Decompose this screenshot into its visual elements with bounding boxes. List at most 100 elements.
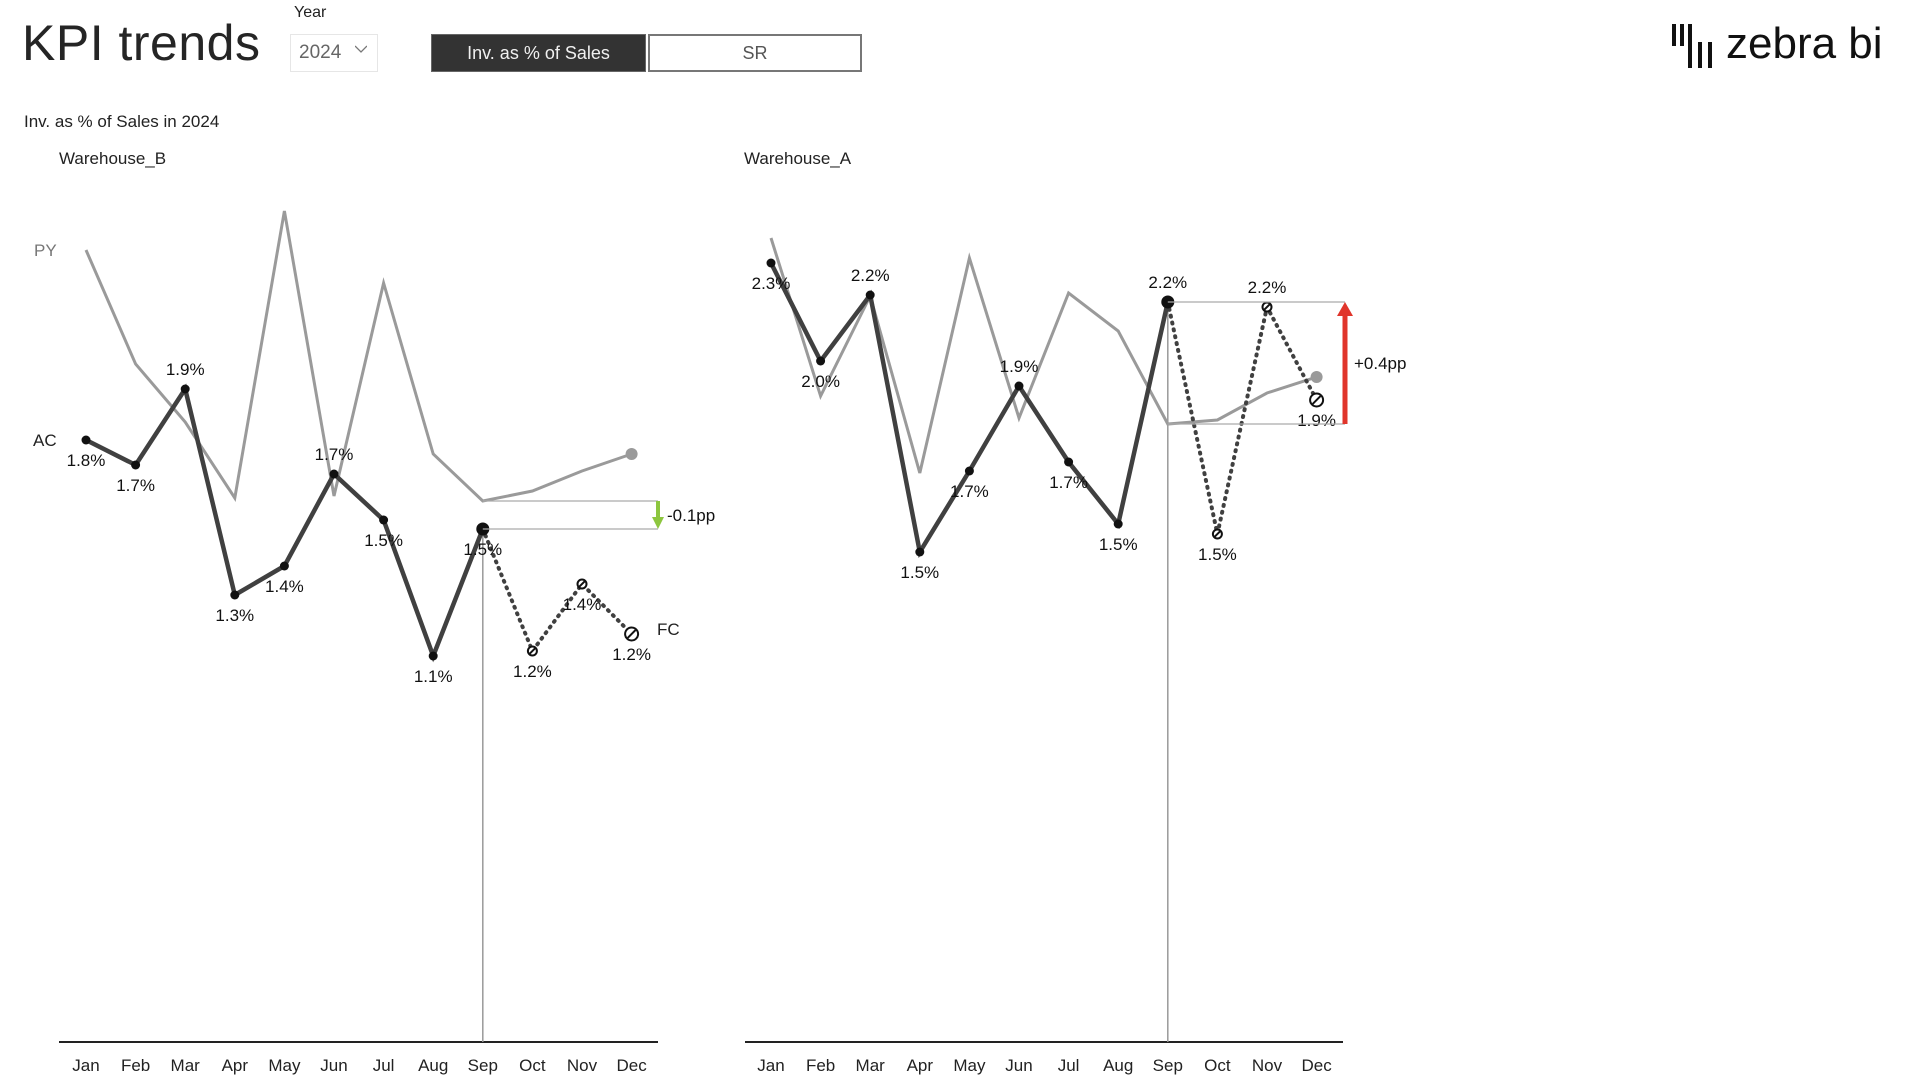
data-label: 1.5% (1099, 535, 1138, 554)
ac-marker (816, 356, 826, 366)
chevron-down-icon (355, 45, 367, 53)
year-filter-label: Year (294, 4, 327, 21)
variance-label: -0.1pp (667, 506, 715, 525)
chart-title: Inv. as % of Sales in 2024 (24, 112, 220, 131)
logo-text: zebra bi (1726, 19, 1883, 68)
x-tick-label: Dec (1301, 1056, 1332, 1075)
x-tick-label: Jul (373, 1056, 395, 1075)
data-label: 1.9% (166, 360, 205, 379)
year-dropdown[interactable]: 2024 (290, 34, 378, 72)
chart-title-warehouse-b: Warehouse_B (59, 149, 167, 168)
x-tick-label: Oct (1204, 1056, 1231, 1075)
data-label: 1.4% (563, 595, 602, 614)
chart-warehouse-b: Jan Feb Mar Apr May Jun Jul Aug Sep Oct Nov Dec 1.8%… (33, 210, 715, 1075)
data-label: 2.2% (1148, 273, 1187, 292)
variance-label: +0.4pp (1354, 354, 1406, 373)
ac-marker (915, 547, 925, 557)
data-label: 1.7% (116, 476, 155, 495)
x-tick-label: Aug (1103, 1056, 1133, 1075)
data-label: 2.0% (801, 372, 840, 391)
ac-marker (964, 466, 974, 476)
legend-fc: FC (657, 620, 680, 639)
data-label: 1.8% (67, 451, 106, 470)
ac-line (84, 383, 485, 663)
x-tick-label: May (953, 1056, 986, 1075)
x-tick-label: Aug (418, 1056, 448, 1075)
data-label: 1.2% (612, 645, 651, 664)
fc-marker-hatch (1263, 303, 1271, 311)
x-tick-label: Jun (1005, 1056, 1032, 1075)
ac-marker (131, 460, 141, 470)
py-line (769, 237, 1318, 474)
x-tick-label: Sep (1153, 1056, 1183, 1075)
page-title: KPI trends (22, 15, 261, 71)
chart-warehouse-a: Jan Feb Mar Apr May Jun Jul Aug Sep Oct Nov Dec 2.3%… (745, 237, 1406, 1075)
ac-marker (1113, 519, 1123, 529)
x-tick-label: Mar (856, 1056, 886, 1075)
fc-marker-hatch (1311, 395, 1322, 405)
ac-marker (180, 384, 190, 394)
ac-line (768, 261, 1170, 559)
data-label: 1.7% (1049, 473, 1088, 492)
kpi-button-inv-sales[interactable]: Inv. as % of Sales (431, 34, 646, 72)
ac-marker (279, 561, 289, 571)
zebra-bars-icon (1672, 24, 1712, 68)
data-label: 1.5% (900, 563, 939, 582)
data-label: 2.3% (752, 274, 791, 293)
data-label: 1.1% (414, 667, 453, 686)
data-label: 1.9% (1000, 357, 1039, 376)
zebra-bi-logo: zebra bi (1672, 18, 1883, 70)
legend-py: PY (34, 241, 57, 260)
data-label: 1.4% (265, 577, 304, 596)
x-tick-label: Nov (567, 1056, 598, 1075)
x-tick-label: Mar (171, 1056, 201, 1075)
chart-title-warehouse-a: Warehouse_A (744, 149, 852, 168)
ac-marker (865, 290, 875, 300)
data-label: 1.7% (950, 482, 989, 501)
py-end-marker (1310, 371, 1323, 383)
arrow-up-icon (1337, 302, 1353, 316)
x-tick-label: Jun (320, 1056, 347, 1075)
ac-marker (230, 590, 240, 600)
fc-marker-hatch (578, 580, 586, 588)
ac-marker (428, 651, 438, 661)
fc-line (1165, 300, 1319, 535)
fc-marker-hatch (626, 629, 637, 639)
x-tick-label: Jul (1058, 1056, 1080, 1075)
fc-line (480, 527, 634, 656)
data-label: 2.2% (851, 266, 890, 285)
arrow-down-icon (652, 517, 664, 529)
year-dropdown-value: 2024 (299, 42, 342, 63)
py-line (84, 210, 633, 503)
data-label: 1.9% (1297, 411, 1336, 430)
x-tick-label: Apr (907, 1056, 934, 1075)
x-tick-label: Feb (806, 1056, 835, 1075)
data-label: 1.2% (513, 662, 552, 681)
data-label: 1.5% (364, 531, 403, 550)
x-tick-label: Jan (72, 1056, 99, 1075)
fc-marker-hatch (528, 647, 536, 655)
x-tick-label: Apr (222, 1056, 249, 1075)
fc-marker-hatch (1213, 530, 1221, 538)
ac-marker (766, 258, 776, 268)
x-tick-label: Oct (519, 1056, 546, 1075)
legend-ac: AC (33, 431, 57, 450)
data-label: 1.5% (463, 540, 502, 559)
data-label: 1.3% (215, 606, 254, 625)
x-tick-label: Feb (121, 1056, 150, 1075)
ac-marker (1014, 381, 1024, 391)
x-tick-label: Nov (1252, 1056, 1283, 1075)
x-tick-label: May (268, 1056, 301, 1075)
ac-marker (329, 469, 339, 479)
x-tick-label: Sep (468, 1056, 498, 1075)
ac-marker (81, 435, 91, 445)
data-label: 2.2% (1248, 278, 1287, 297)
py-end-marker (625, 448, 638, 460)
x-tick-label: Jan (757, 1056, 784, 1075)
data-label: 1.7% (315, 445, 354, 464)
kpi-button-sr[interactable]: SR (648, 34, 862, 72)
ac-marker (379, 515, 389, 525)
x-tick-label: Dec (616, 1056, 647, 1075)
ac-marker (1064, 457, 1074, 467)
